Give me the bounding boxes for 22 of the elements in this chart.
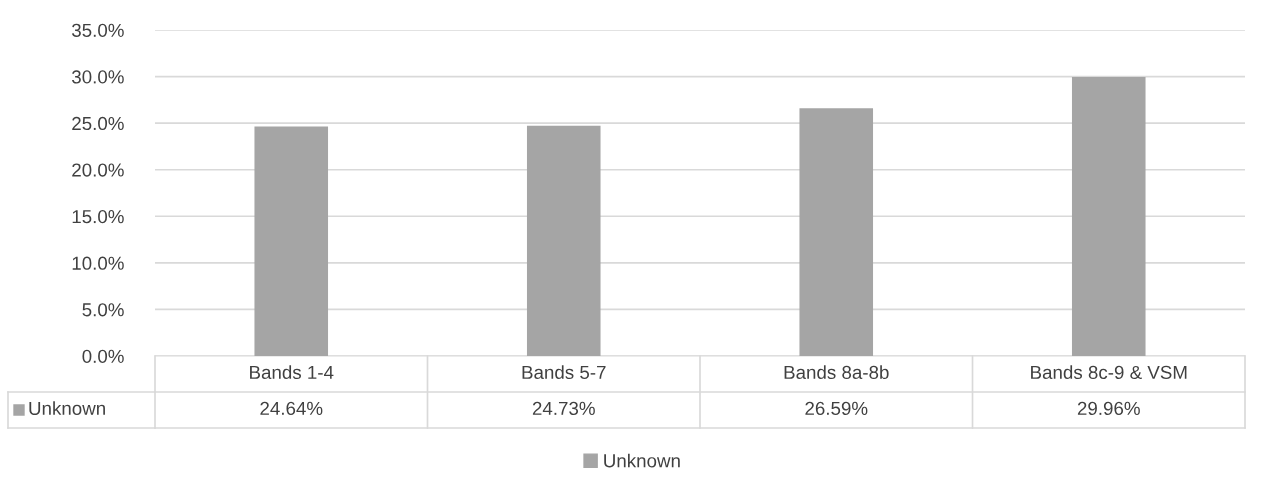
- bar: [526, 125, 601, 356]
- data-label: 24.64%: [260, 401, 323, 416]
- bar: [1071, 76, 1146, 356]
- y-tick-label: 30.0%: [72, 70, 124, 84]
- data-label: 29.96%: [1077, 401, 1140, 416]
- x-tick-label: Bands 1-4: [250, 365, 334, 380]
- legend-label: Unknown: [604, 453, 680, 468]
- y-tick-label: 25.0%: [72, 116, 124, 131]
- text: Unknown: [29, 401, 105, 416]
- y-tick-label: 15.0%: [72, 209, 124, 224]
- data-label: 26.59%: [805, 401, 868, 416]
- y-tick-label: 35.0%: [72, 23, 124, 37]
- x-tick-label: Bands 8c-9 & VSM: [1031, 365, 1187, 380]
- data-label: 24.73%: [532, 401, 595, 416]
- bar: [799, 108, 874, 356]
- bar: [254, 126, 329, 356]
- y-tick-label: 5.0%: [82, 303, 124, 317]
- x-tick-label: Bands 8a-8b: [784, 365, 889, 380]
- x-tick-label: Bands 5-7: [522, 365, 606, 380]
- y-tick-label: 0.0%: [82, 349, 124, 363]
- y-tick-label: 20.0%: [72, 163, 124, 177]
- y-tick-label: 10.0%: [72, 256, 124, 270]
